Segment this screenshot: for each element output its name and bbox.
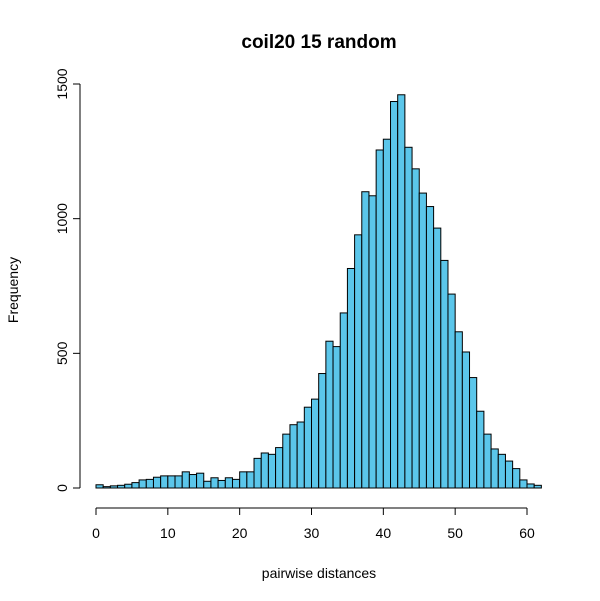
histogram-bar [497,453,506,489]
histogram-bar [368,195,377,489]
histogram-bar [296,421,305,489]
histogram-bar [375,149,384,489]
y-tick-label: 1000 [54,203,70,234]
histogram-bar [289,424,298,489]
x-axis: 0 10 20 30 40 50 60 [92,507,535,541]
histogram-bar [504,460,514,489]
histogram-bar [469,377,478,489]
histogram-bar [102,486,111,489]
histogram-bar [397,94,406,489]
histogram-bar [346,267,356,489]
histogram-bar [325,340,334,489]
histogram-bar [390,101,399,489]
y-tick-label: 1500 [54,68,70,99]
histogram-bar [188,474,198,489]
histogram-bar [440,259,449,489]
y-tick-label: 0 [54,484,70,492]
histogram-bar [152,476,162,489]
histogram-bar [382,138,392,489]
histogram-bar [447,293,456,489]
x-tick-label: 40 [376,525,392,541]
histogram-bar [411,168,420,489]
x-tick-label: 20 [232,525,248,541]
histogram-bar [239,471,248,489]
histogram-bar [425,206,435,489]
histogram-bar [167,475,176,489]
bars-group [95,94,542,489]
x-tick-label: 0 [92,525,100,541]
histogram-bar [267,453,277,489]
x-tick-label: 60 [519,525,535,541]
histogram-bar [339,312,348,489]
x-tick-label: 50 [447,525,463,541]
histogram-bar [282,433,291,489]
histogram-bar [311,398,320,489]
histogram-bar [231,478,241,489]
histogram-bar [124,483,133,489]
histogram-bar [461,351,471,489]
histogram-bar [131,482,140,489]
histogram-bar [109,485,119,489]
y-tick-label: 500 [54,341,70,365]
y-axis-label: Frequency [5,257,21,323]
histogram-bar [145,478,154,489]
histogram-bar [354,234,363,489]
histogram-bar [533,484,542,489]
histogram-bar [490,448,499,489]
histogram-bar [160,475,169,489]
x-tick-label: 10 [160,525,176,541]
histogram-bar [95,484,104,489]
histogram-bar [117,484,126,489]
histogram-bar [318,373,327,489]
histogram-bar [275,447,284,489]
histogram-bar [483,433,492,489]
histogram-bar [181,471,190,489]
histogram-bar [476,410,485,489]
histogram-bar [210,477,219,489]
histogram-bar [246,471,255,489]
x-tick-label: 30 [304,525,320,541]
histogram-bar [418,192,427,489]
histogram-bar [224,477,233,489]
histogram-bar [361,191,370,489]
histogram-bar [203,480,212,489]
histogram-bar [138,479,147,489]
histogram-bar [260,452,269,489]
histogram-bar [519,479,528,489]
y-axis: 0 500 1000 1500 [54,68,81,492]
histogram-bar [526,483,535,489]
histogram-bar [174,475,183,489]
histogram-bar [253,457,262,489]
histogram-bar [332,346,341,489]
histogram-bar [454,331,463,489]
chart-title: coil20 15 random [241,32,396,53]
histogram-bar [512,468,521,489]
histogram-bar [404,146,413,489]
histogram-bar [303,406,313,489]
histogram-bar [433,227,442,489]
histogram-bar [217,479,226,489]
x-axis-label: pairwise distances [262,565,376,581]
histogram-bar [196,472,205,489]
